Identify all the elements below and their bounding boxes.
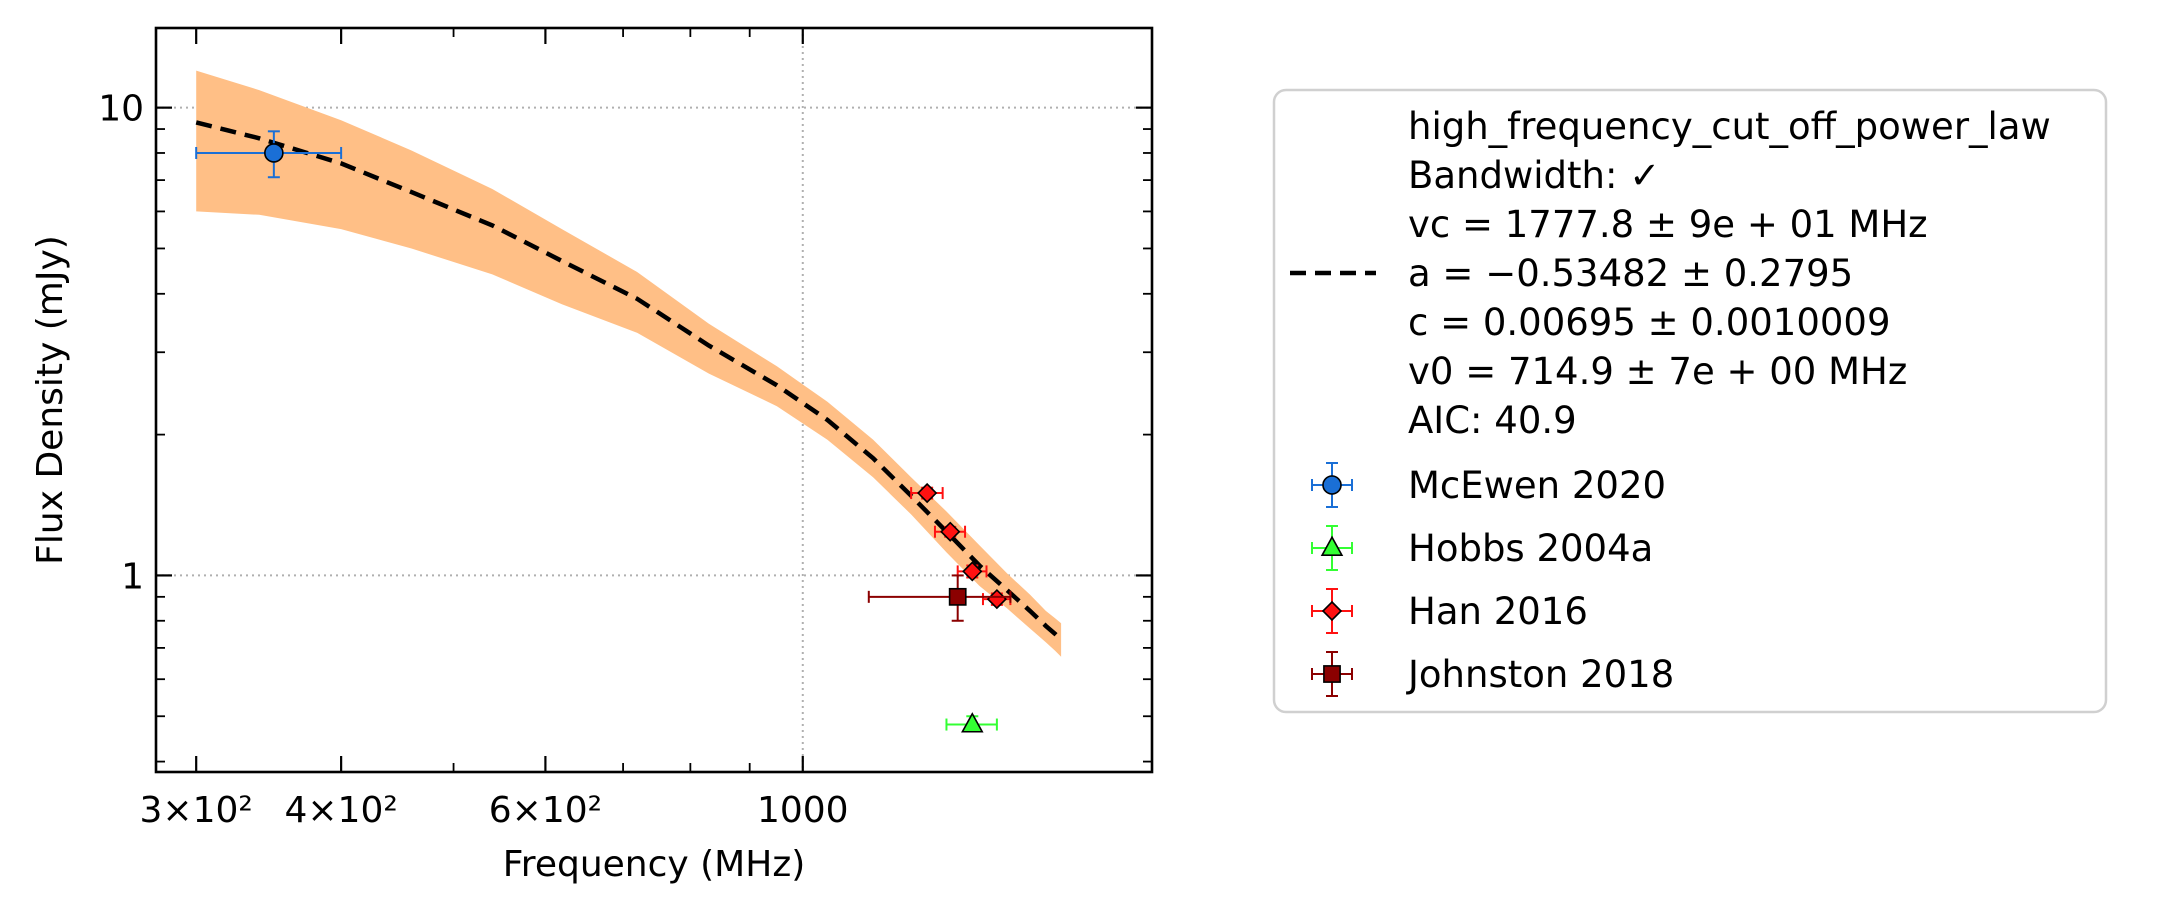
legend-label: Johnston 2018 bbox=[1406, 653, 1674, 696]
fit-band-area bbox=[196, 70, 1062, 657]
legend-fit-line: high_frequency_cut_off_power_law bbox=[1408, 105, 2051, 148]
legend-items: high_frequency_cut_off_power_law Bandwidt… bbox=[1290, 105, 2051, 697]
legend-fit-line: AIC: 40.9 bbox=[1408, 399, 1577, 442]
legend-marker bbox=[1320, 535, 1344, 557]
legend-entry-mcewen-2020: McEwen 2020 bbox=[1311, 462, 1666, 508]
legend-fit-line: c = 0.00695 ± 0.0010009 bbox=[1408, 301, 1890, 344]
axis-ticks bbox=[156, 28, 1153, 772]
data-point-han-2016 bbox=[933, 521, 967, 542]
data-point-han-2016 bbox=[910, 482, 944, 504]
x-axis-label: Frequency (MHz) bbox=[503, 844, 806, 885]
legend-marker bbox=[1321, 600, 1343, 622]
x-tick-label: 1000 bbox=[757, 790, 849, 831]
x-tick-label: 6×10² bbox=[489, 790, 602, 831]
data-point-mcewen-2020 bbox=[195, 130, 343, 179]
y-tick-label: 10 bbox=[98, 89, 144, 130]
legend-label: Hobbs 2004a bbox=[1408, 527, 1653, 570]
legend-marker bbox=[1322, 475, 1342, 495]
legend-entry-han-2016: Han 2016 bbox=[1311, 588, 1588, 634]
legend-fit-line: vc = 1777.8 ± 9e + 01 MHz bbox=[1408, 203, 1928, 246]
data-points bbox=[195, 130, 1012, 733]
y-axis-label: Flux Density (mJy) bbox=[30, 235, 71, 565]
legend: high_frequency_cut_off_power_law Bandwidt… bbox=[1272, 88, 2108, 714]
legend-entry-fit: high_frequency_cut_off_power_law Bandwidt… bbox=[1290, 105, 2051, 442]
data-marker bbox=[962, 561, 983, 582]
fit-uncertainty-band bbox=[196, 70, 1062, 657]
data-marker bbox=[917, 482, 938, 504]
data-marker bbox=[940, 521, 961, 542]
data-marker bbox=[948, 587, 967, 606]
legend-entry-johnston-2018: Johnston 2018 bbox=[1311, 651, 1674, 697]
legend-fit-line: a = −0.53482 ± 0.2795 bbox=[1408, 252, 1853, 295]
data-point-hobbs-2004a bbox=[945, 712, 998, 733]
legend-entry-hobbs-2004a: Hobbs 2004a bbox=[1311, 525, 1653, 571]
x-tick-label: 3×10² bbox=[140, 790, 253, 831]
fit-line bbox=[195, 120, 1063, 642]
legend-frame bbox=[1272, 88, 2108, 714]
legend-fit-line: Bandwidth: ✓ bbox=[1408, 154, 1660, 197]
plot-frame bbox=[154, 26, 1154, 774]
data-point-johnston-2018 bbox=[867, 574, 1012, 622]
legend-marker bbox=[1323, 665, 1341, 683]
fit-curve bbox=[195, 120, 1063, 642]
legend-fit-line: v0 = 714.9 ± 7e + 00 MHz bbox=[1408, 350, 1907, 393]
tick-labels: 3×10² 4×10² 6×10² 1000 1 10 bbox=[98, 89, 848, 831]
legend-label: McEwen 2020 bbox=[1408, 464, 1666, 507]
data-marker bbox=[961, 712, 984, 733]
legend-label: Han 2016 bbox=[1408, 590, 1588, 633]
x-tick-label: 4×10² bbox=[284, 790, 397, 831]
y-tick-label: 1 bbox=[121, 556, 144, 597]
data-marker bbox=[264, 143, 284, 163]
